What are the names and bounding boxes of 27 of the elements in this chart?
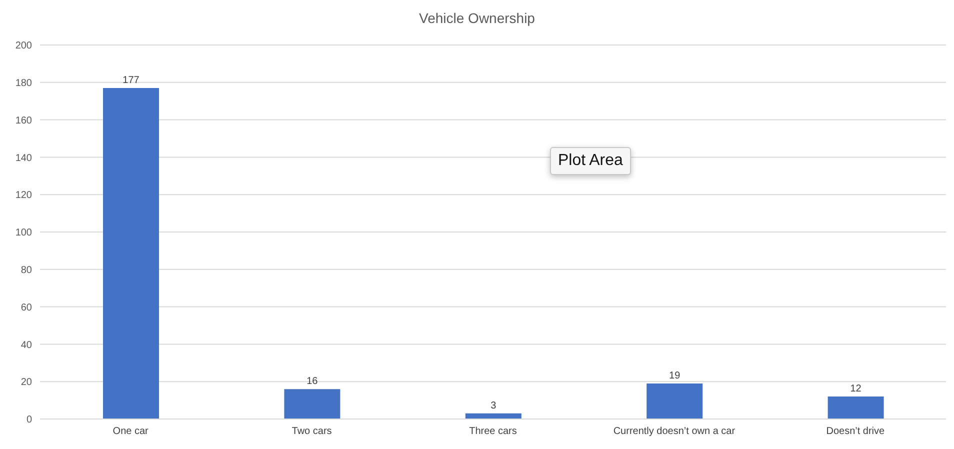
bar: [284, 389, 340, 419]
annotation: Plot Area: [550, 147, 631, 175]
y-tick-label: 60: [20, 302, 32, 314]
bar: [828, 396, 884, 419]
y-tick-label: 140: [15, 152, 32, 164]
y-tick-label: 120: [15, 190, 32, 202]
x-tick-label: Three cars: [469, 426, 517, 438]
bar: [646, 383, 703, 419]
chart-title: Vehicle Ownership: [418, 10, 536, 26]
y-tick-label: 20: [20, 377, 32, 388]
y-tick-label: 80: [20, 264, 32, 276]
x-tick-label: Doesn’t drive: [826, 426, 886, 438]
x-tick-label: Currently doesn’t own a car: [613, 426, 736, 438]
data-label: 177: [122, 75, 140, 86]
y-tick-label: 100: [15, 228, 32, 239]
data-label: 12: [850, 384, 862, 395]
x-tick-label: Two cars: [292, 426, 332, 438]
y-tick-label: 200: [15, 40, 32, 52]
y-tick-label: 0: [26, 414, 32, 426]
y-tick-label: 160: [15, 115, 32, 126]
bar: [103, 88, 159, 419]
y-tick-label: 180: [15, 78, 32, 89]
x-tick-label: One car: [112, 426, 150, 438]
data-label: 3: [490, 400, 497, 412]
data-label: 19: [669, 370, 681, 382]
data-label: 16: [306, 376, 318, 388]
y-tick-label: 40: [20, 340, 32, 351]
